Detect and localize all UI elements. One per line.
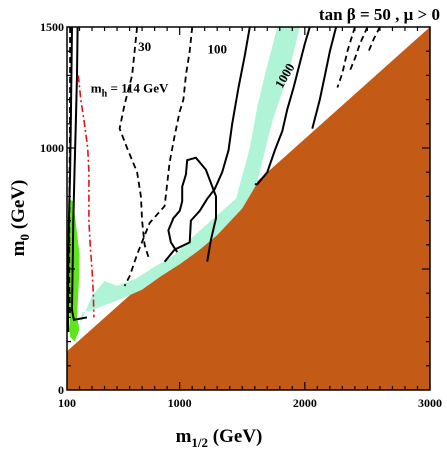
- higgs-mass-label: mh = 114 GeV: [91, 80, 169, 99]
- chart-title: tan β = 50 , μ > 0: [319, 5, 440, 24]
- contour-label-30: 30: [138, 39, 151, 54]
- contour-line-3: [68, 27, 71, 318]
- contour-line-2: [70, 27, 88, 321]
- contour-line-12: [367, 27, 381, 52]
- y-axis-title: m0 (GeV): [8, 180, 32, 257]
- y-tick-label: 1000: [40, 141, 64, 155]
- contour-line-9: [311, 27, 338, 129]
- y-tick-label: 0: [58, 383, 64, 397]
- contour-line-10: [336, 27, 356, 88]
- cosmology-band: [80, 27, 300, 325]
- contour-label-100: 100: [207, 42, 227, 57]
- contour-line-4: [118, 27, 150, 258]
- x-tick-label: 2000: [293, 396, 317, 410]
- y-tick-label: 1500: [40, 20, 64, 34]
- contour-line-7: [167, 156, 217, 262]
- contour-line-6: [163, 27, 251, 263]
- x-tick-label: 100: [58, 396, 76, 410]
- x-tick-label: 3000: [418, 396, 442, 410]
- contour-line-8: [254, 27, 311, 186]
- contour-line-11: [349, 27, 369, 71]
- x-tick-label: 1000: [168, 396, 192, 410]
- plot-frame: [66, 26, 431, 391]
- x-axis-title: m1/2 (GeV): [176, 426, 263, 450]
- excluded-region: [67, 27, 430, 390]
- higgs-contour-line: [77, 75, 95, 318]
